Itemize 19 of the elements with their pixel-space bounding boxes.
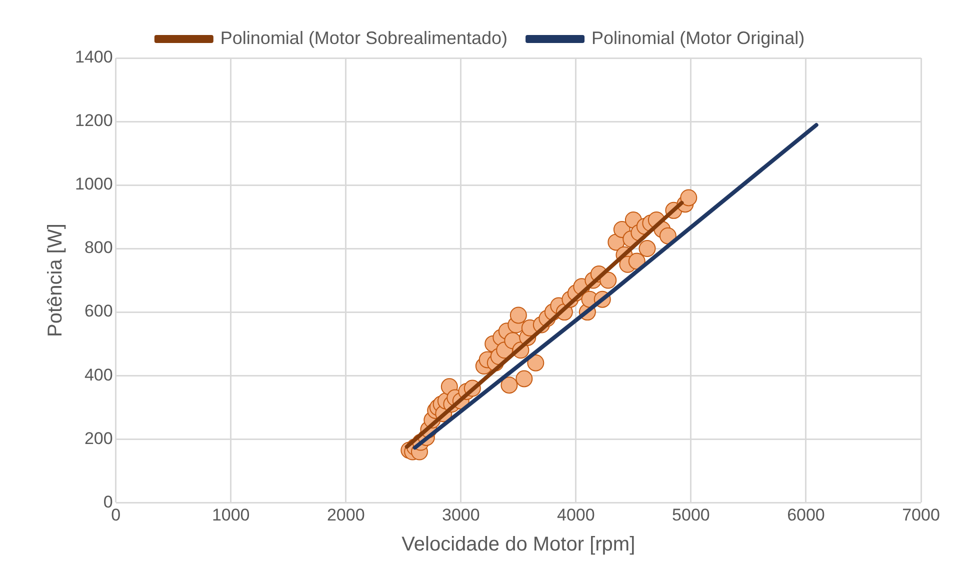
y-tick-label: 600 bbox=[84, 302, 113, 321]
legend-label: Polinomial (Motor Original) bbox=[592, 28, 805, 48]
x-tick-label: 5000 bbox=[672, 505, 710, 524]
x-tick-label: 1000 bbox=[212, 505, 250, 524]
y-tick-label: 1200 bbox=[74, 111, 113, 130]
y-axis-title: Potência [W] bbox=[44, 224, 67, 337]
y-tick-label: 0 bbox=[103, 492, 113, 512]
y-tick-label: 800 bbox=[84, 238, 113, 258]
x-tick-label: 7000 bbox=[902, 505, 940, 524]
x-tick-label: 4000 bbox=[557, 505, 595, 524]
x-tick-label: 6000 bbox=[787, 505, 825, 524]
x-tick-label: 3000 bbox=[442, 505, 480, 524]
y-tick-label: 1000 bbox=[74, 174, 113, 194]
y-tick-label: 200 bbox=[84, 428, 113, 448]
legend-label: Polinomial (Motor Sobrealimentado) bbox=[220, 28, 508, 48]
x-tick-label: 2000 bbox=[326, 505, 365, 524]
y-tick-label: 400 bbox=[84, 365, 113, 384]
y-tick-label: 1400 bbox=[74, 48, 113, 67]
x-axis-title: Velocidade do Motor [rpm] bbox=[402, 534, 636, 556]
